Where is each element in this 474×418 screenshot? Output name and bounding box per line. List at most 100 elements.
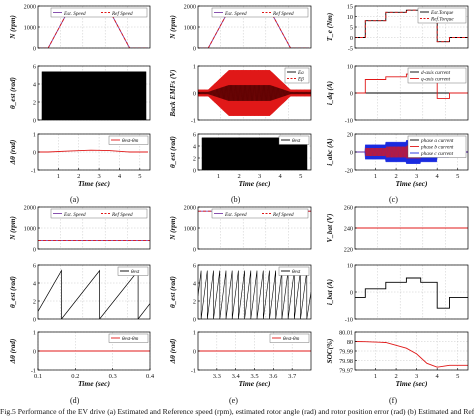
y-axis-label: Δθ (rad) [169,339,177,365]
y-tick-label: 0 [33,46,36,53]
legend-box [117,266,149,276]
y-tick-label: 79.99 [339,349,353,356]
legend-label: Ref.Torque [430,16,454,23]
chart-e2: 0 2 4 6 θ_est (rad) θest [169,263,312,324]
y-tick-label: 6 [193,132,196,139]
y-tick-label: 4 [33,281,36,288]
data-f2 [355,277,468,309]
x-axis-label: Time (sec) [396,179,428,188]
data-e2 [198,270,311,319]
x-tick-label: 0.2 [71,373,79,380]
x-tick-label: 3.4 [232,373,241,380]
y-tick-label: 0 [33,150,36,157]
legend-label: Ref Speed [111,211,133,218]
plot-frame [197,264,312,320]
rotor-angle-sawtooth [198,270,311,319]
y-tick-label: 1000 [24,25,36,32]
chart-a3: -1 0 1 1 2 3 4 5 Time (sec) Δθ (rad) θest-θm [9,132,151,188]
x-axis-label: Time (sec) [396,379,428,388]
y-axis-label: θ_est (rad) [9,77,17,109]
chart-f2: -10 0 10 i_bat (A) [326,263,469,324]
chart-d3: -1 0 1 0.1 0.2 0.3 0.4 Time (sec) Δθ (rad) θest-θ… [9,330,155,389]
legend: Est. Speed Ref Speed [50,7,148,18]
chart-d2: 0 2 4 6 θ_est (rad) θest [9,263,151,324]
y-tick-label: 0 [193,91,196,98]
legend-box [50,7,148,18]
legend: θest-θm [108,333,149,343]
y-tick-label: 0 [350,290,353,297]
legend: Est. Speed Ref Speed [211,208,309,219]
y-tick-label: 0 [33,349,36,356]
y-tick-label: 220 [344,247,353,254]
rotor-angle-sawtooth [38,269,150,319]
legend-box [278,135,310,145]
y-tick-label: 1 [193,330,196,337]
legend-label: Ea [297,70,304,76]
data-f3 [355,341,468,368]
chart-e3: -1 0 1 3.3 3.4 3.5 3.6 3.7 Time (sec) Δθ (rad) θes… [169,330,312,388]
x-tick-label: 5 [456,173,459,180]
y-tick-label: 6 [33,263,36,270]
legend-box [211,7,309,18]
x-tick-label: 3 [97,173,100,180]
legend-label: Ref Speed [272,211,294,218]
legend-label: Eβ [297,77,304,83]
y-axis-label: θ_est (rad) [169,136,177,168]
legend-label: Est. Speed [63,212,86,218]
legend-box [108,135,149,145]
x-tick-label: 1 [374,373,377,380]
y-axis-label: θ_est (rad) [9,276,17,308]
legend-box [108,333,149,343]
plot-frame [37,264,151,320]
y-tick-label: -1 [191,368,196,375]
y-tick-label: 2000 [184,205,196,212]
legend-label: Est. Speed [63,11,86,17]
y-axis-label: N (rpm) [9,216,17,241]
y-tick-label: 2 [193,156,196,163]
legend-label: phase c current [420,151,454,157]
plot-frame [37,65,151,121]
legend-label: Ref Speed [272,10,294,17]
x-tick-label: 3.5 [250,373,258,380]
chart-f1: 220 240 260 V_bat (V) [326,205,469,254]
y-tick-label: 0 [33,247,36,254]
y-axis-label: T_e (Nm) [326,13,334,42]
data-c1 [355,9,468,43]
y-axis-label: θ_est (rad) [169,276,177,308]
plot-frame [197,133,312,171]
y-axis-label: i_bat (A) [326,279,334,305]
y-tick-label: 2000 [24,4,36,11]
chart-e1: 0 1000 2000 N (rpm) Est. Speed Ref Speed [169,205,312,254]
y-tick-label: 0 [193,247,196,254]
x-tick-label: 2 [394,173,397,180]
chart-d1: 0 1000 2000 N (rpm) Est. Speed Ref Speed [9,205,151,254]
y-tick-label: 5 [350,25,353,32]
x-tick-label: 5 [456,373,459,380]
y-tick-label: 15 [347,4,353,11]
panel-label-b: (b) [231,195,241,204]
x-axis-label: Time (sec) [78,179,110,188]
figure-caption: Fig.5 Performance of the EV drive (a) Es… [0,407,474,416]
chart-a1: 0 1000 2000 N (rpm) Est. Speed Ref Speed [9,4,151,53]
y-axis-label: N (rpm) [9,15,17,40]
legend: θest-θm [269,333,310,343]
y-tick-label: 80.01 [339,330,353,337]
y-tick-label: 2 [193,299,196,306]
y-tick-label: 2000 [24,205,36,212]
y-tick-label: 10 [347,64,353,71]
data-a3 [38,149,148,153]
y-tick-label: 0 [193,46,196,53]
legend-label: θest [292,269,301,275]
legend-label: θest-θm [283,336,300,342]
legend: θest-θm [108,135,149,145]
x-tick-label: 2 [77,173,80,180]
y-tick-label: 1 [193,64,196,71]
legend: Est. Speed Ref Speed [211,7,309,18]
x-tick-label: 1 [57,173,60,180]
legend-label: Est. Speed [224,212,247,218]
panel-label-c: (c) [389,195,398,204]
y-axis-label: i_dq (A) [326,81,334,105]
